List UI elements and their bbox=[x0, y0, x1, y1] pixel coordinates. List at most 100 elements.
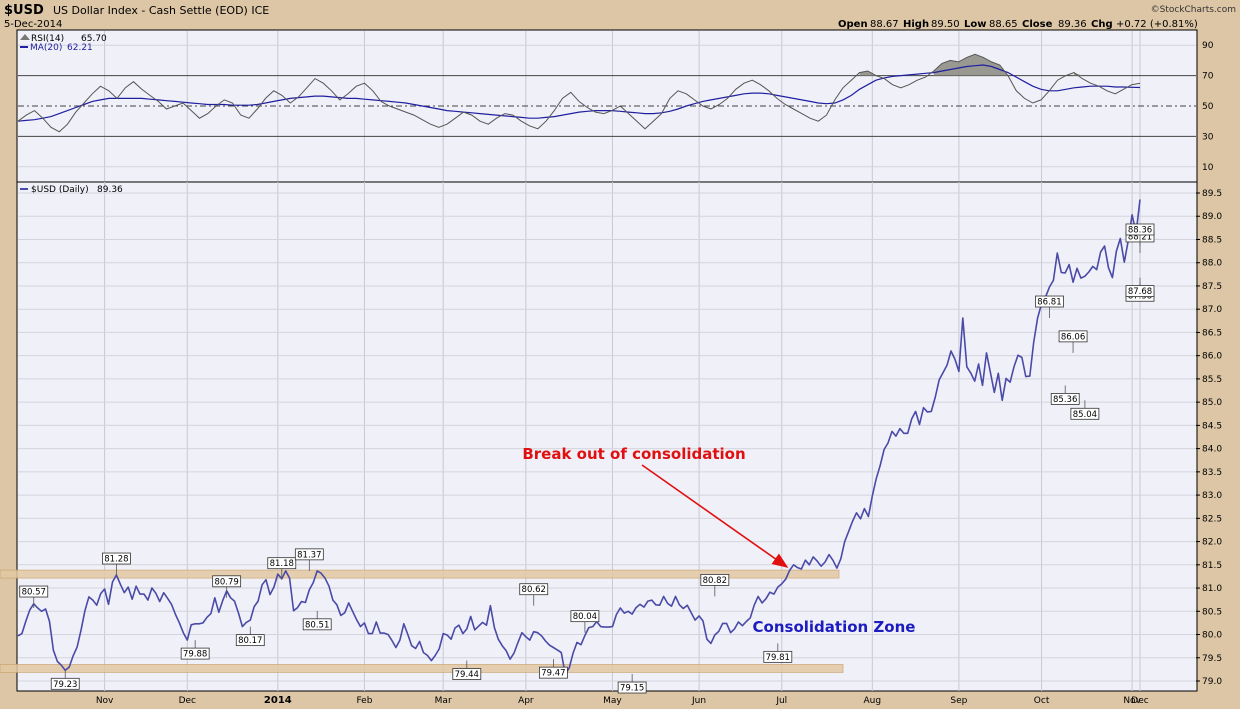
y-tick-label: 88.5 bbox=[1202, 235, 1222, 245]
price-legend-value: 89.36 bbox=[97, 185, 123, 195]
y-tick-label: 82.0 bbox=[1202, 538, 1222, 548]
price-annotation: 81.28 bbox=[102, 552, 131, 576]
y-tick-label: 84.0 bbox=[1202, 445, 1222, 455]
consolidation-zone-upper bbox=[0, 569, 840, 579]
rsi-grid bbox=[18, 31, 1196, 181]
price-annotation: 85.04 bbox=[1070, 400, 1100, 420]
y-tick-label: 89.5 bbox=[1202, 189, 1222, 199]
quote-close-label: Close bbox=[1022, 19, 1053, 30]
price-annotation: 81.37 bbox=[294, 548, 324, 571]
price-annotation: 79.15 bbox=[617, 674, 647, 694]
price-panel bbox=[16, 181, 1198, 692]
y-tick-label: 85.5 bbox=[1202, 375, 1222, 385]
price-annotation: 86.06 bbox=[1058, 330, 1088, 353]
quote-bar: Open 88.67 High 89.50 Low 88.65 Close 89… bbox=[838, 19, 1198, 30]
x-tick-label: May bbox=[603, 696, 622, 706]
x-tick-label: Sep bbox=[950, 696, 967, 706]
svg-text:80.51: 80.51 bbox=[305, 620, 329, 630]
y-tick-label: 86.5 bbox=[1202, 328, 1222, 338]
svg-text:79.81: 79.81 bbox=[766, 653, 790, 663]
price-annotation: 88.36 bbox=[1125, 223, 1155, 246]
svg-text:81.18: 81.18 bbox=[270, 559, 294, 569]
quote-low-value: 88.65 bbox=[989, 19, 1018, 30]
price-line bbox=[17, 199, 1141, 675]
brand-watermark: ©StockCharts.com bbox=[1151, 5, 1236, 15]
x-tick-label: Nov bbox=[1123, 696, 1141, 706]
rsi-tick-label: 10 bbox=[1202, 163, 1214, 173]
svg-text:86.06: 86.06 bbox=[1061, 332, 1085, 342]
rsi-legend-icon bbox=[20, 34, 30, 40]
svg-text:79.15: 79.15 bbox=[620, 684, 644, 694]
consolidation-zone-lower bbox=[0, 664, 844, 673]
ma-legend-value: 62.21 bbox=[67, 43, 93, 53]
y-tick-label: 86.0 bbox=[1202, 352, 1222, 362]
rsi-tick-label: 70 bbox=[1202, 72, 1214, 82]
x-tick-label: Nov bbox=[96, 696, 114, 706]
quote-low-label: Low bbox=[964, 19, 986, 30]
rsi-line bbox=[17, 53, 1141, 133]
price-annotation: 81.18 bbox=[267, 557, 297, 580]
x-tick-label: Apr bbox=[518, 696, 534, 706]
x-tick-label: Mar bbox=[435, 696, 452, 706]
y-tick-label: 82.5 bbox=[1202, 514, 1222, 524]
y-tick-label: 89.0 bbox=[1202, 212, 1222, 222]
x-tick-label: Dec bbox=[1131, 696, 1148, 706]
price-annotation: 79.23 bbox=[50, 670, 80, 690]
breakout-arrow bbox=[641, 464, 789, 568]
y-tick-label: 80.5 bbox=[1202, 607, 1222, 617]
x-tick-label: Feb bbox=[356, 696, 372, 706]
price-annotation: 79.47 bbox=[539, 659, 568, 679]
svg-text:79.47: 79.47 bbox=[541, 669, 565, 679]
svg-text:80.82: 80.82 bbox=[703, 576, 727, 586]
rsi-tick-label: 90 bbox=[1202, 41, 1214, 51]
price-annotation: 85.36 bbox=[1050, 385, 1080, 405]
quote-open-label: Open bbox=[838, 19, 868, 30]
svg-text:80.79: 80.79 bbox=[214, 577, 238, 587]
x-tick-label: Dec bbox=[179, 696, 196, 706]
price-annotation: 80.82 bbox=[700, 574, 730, 597]
price-grid bbox=[18, 182, 1196, 691]
rsi-tick-label: 30 bbox=[1202, 132, 1214, 142]
y-tick-label: 81.0 bbox=[1202, 584, 1222, 594]
x-tick-label: Jun bbox=[691, 696, 706, 706]
quote-high-value: 89.50 bbox=[931, 19, 960, 30]
price-annotation: 87.68 bbox=[1125, 277, 1155, 297]
y-tick-label: 88.0 bbox=[1202, 259, 1222, 269]
svg-text:80.04: 80.04 bbox=[573, 612, 597, 622]
symbol: $USD bbox=[4, 3, 44, 18]
rsi-legend-value: 65.70 bbox=[81, 34, 107, 44]
y-tick-label: 83.5 bbox=[1202, 468, 1222, 478]
price-annotation: 80.79 bbox=[212, 575, 242, 598]
breakout-callout: Break out of consolidation bbox=[522, 445, 745, 463]
svg-text:88.36: 88.36 bbox=[1128, 225, 1152, 235]
rsi-legend: RSI(14) 65.70 MA(20) 62.21 bbox=[20, 34, 107, 53]
rsi-tick-label: 50 bbox=[1202, 102, 1214, 112]
svg-text:85.36: 85.36 bbox=[1053, 395, 1077, 405]
price-annotation: 79.88 bbox=[180, 640, 210, 660]
y-tick-label: 85.0 bbox=[1202, 398, 1222, 408]
x-tick-label: Aug bbox=[864, 696, 882, 706]
price-annotation: 80.51 bbox=[302, 610, 332, 630]
y-tick-label: 81.5 bbox=[1202, 561, 1222, 571]
price-y-axis: 89.5 89.0 88.5 88.0 87.5 87.0 86.5 86.0 85.5 85.0… bbox=[1196, 189, 1222, 687]
rsi-legend-name: RSI(14) bbox=[31, 34, 64, 44]
price-annotation: 80.57 bbox=[19, 585, 49, 609]
rsi-y-axis: 90 70 50 30 10 bbox=[1202, 41, 1214, 173]
quote-open-value: 88.67 bbox=[870, 19, 899, 30]
y-tick-label: 83.0 bbox=[1202, 491, 1222, 501]
y-tick-label: 80.0 bbox=[1202, 631, 1222, 641]
quote-high-label: High bbox=[903, 19, 929, 30]
price-annotation: 79.44 bbox=[452, 660, 482, 680]
y-tick-label: 84.5 bbox=[1202, 421, 1222, 431]
price-annotation: 86.81 bbox=[1035, 295, 1064, 319]
svg-text:79.44: 79.44 bbox=[455, 670, 479, 680]
consolidation-zone-label: Consolidation Zone bbox=[753, 618, 916, 636]
quote-chg-value: +0.72 (+0.81%) bbox=[1116, 19, 1198, 30]
svg-text:80.57: 80.57 bbox=[22, 588, 46, 598]
price-annotation: 80.17 bbox=[235, 626, 265, 646]
svg-text:81.28: 81.28 bbox=[104, 555, 128, 565]
consolidation-zones bbox=[0, 569, 844, 673]
svg-text:80.17: 80.17 bbox=[238, 636, 262, 646]
svg-text:87.68: 87.68 bbox=[1128, 287, 1152, 297]
